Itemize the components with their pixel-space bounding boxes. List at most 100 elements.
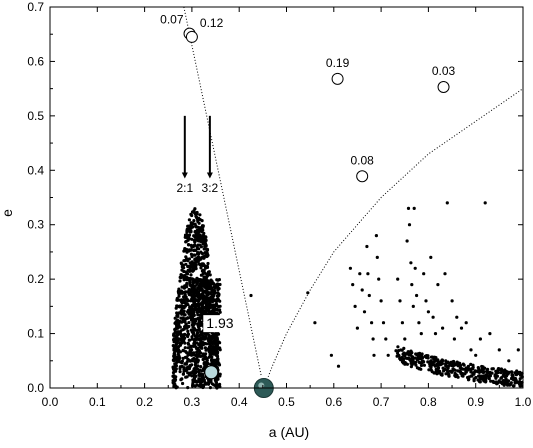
scatter-point [329,353,333,357]
scatter-point [190,213,194,218]
scatter-point [490,367,494,371]
scatter-point [400,355,404,360]
scatter-point [452,360,456,364]
scatter-point [355,326,359,330]
scatter-point [463,372,467,376]
x-tick-label: 0.6 [325,395,342,409]
labeled-body-marker [331,72,344,85]
scatter-point [190,285,194,289]
scatter-point [199,266,203,270]
scatter-point [421,360,425,364]
scatter-point [184,262,188,266]
scatter-point [406,206,411,210]
scatter-point [199,320,203,324]
scatter-point [207,296,211,300]
x-tick-label: 0.0 [42,395,59,409]
scatter-point [182,285,186,289]
scatter-point [183,355,188,359]
y-tick-label: 0.1 [27,327,44,341]
scatter-point [429,255,433,259]
resonance-label: 2:1 [176,181,193,195]
scatter-point [174,344,178,348]
scatter-point [374,234,378,238]
scatter-point [185,272,190,276]
scatter-point [491,379,495,383]
scatter-point [367,293,371,298]
scatter-point [192,367,196,371]
scatter-point [200,252,204,256]
scatter-point [208,291,212,295]
scatter-point [218,304,222,308]
scatter-point [200,380,204,384]
scatter-point [178,341,182,345]
scatter-point [192,291,196,295]
scatter-point [182,295,186,299]
scatter-point [214,333,218,337]
scatter-point [190,304,194,308]
scatter-point [459,326,464,330]
scatter-point [450,370,454,374]
scatter-point [482,379,486,383]
dotted-curves [183,6,524,389]
scatter-point [190,295,194,299]
scatter-point [436,283,440,287]
scatter-point [436,366,440,371]
scatter-point [197,302,201,306]
scatter-point [186,259,190,263]
scatter-point [514,378,518,382]
scatter-point [212,285,216,289]
scatter-point [398,356,402,361]
scatter-point [451,364,455,368]
scatter-point [209,278,213,282]
scatter-point [353,304,357,308]
scatter-point [200,304,204,308]
scatter-point [198,218,202,222]
scatter-point [198,377,202,381]
scatter-point [172,358,177,362]
scatter-point [394,349,398,353]
scatter-point [209,344,213,348]
scatter-point [447,364,451,368]
scatter-point [203,254,207,258]
scatter-point [204,363,208,367]
scatter-point [181,333,185,337]
scatter-point [362,310,367,314]
scatter-point [199,341,203,345]
scatter-point [191,353,195,357]
scatter-point [495,382,499,386]
scatter-point [208,285,213,289]
scatter-point [500,376,504,380]
scatter-point [210,309,214,313]
scatter-point [452,337,456,341]
scatter-point [444,359,448,363]
scatter-point [436,369,440,373]
scatter-point [183,346,187,350]
scatter-point [196,277,200,281]
scatter-point [188,359,192,363]
scatter-point [191,288,196,293]
scatter-point [445,368,449,372]
scatter-point [505,370,509,374]
scatter-point [185,298,189,302]
scatter-point [197,334,201,338]
x-tick-label: 0.4 [231,395,248,409]
scatter-point [482,375,486,379]
scatter-point [440,372,444,376]
scatter-point [471,363,475,367]
scatter-point [400,348,404,352]
scatter-point [202,378,206,382]
scatter-point [403,337,407,341]
resonance-label: 3:2 [202,181,219,195]
scatter-point [191,317,195,322]
scatter-point [412,206,416,210]
scatter-point [469,348,473,352]
scatter-point [194,224,198,228]
scatter-point [478,376,482,380]
scatter-point [401,352,405,356]
scatter-point [183,362,187,366]
scatter-point [407,223,412,227]
scatter-point [306,291,310,295]
scatter-point [177,321,181,325]
scatter-point [186,371,190,375]
scatter-point [186,268,190,272]
